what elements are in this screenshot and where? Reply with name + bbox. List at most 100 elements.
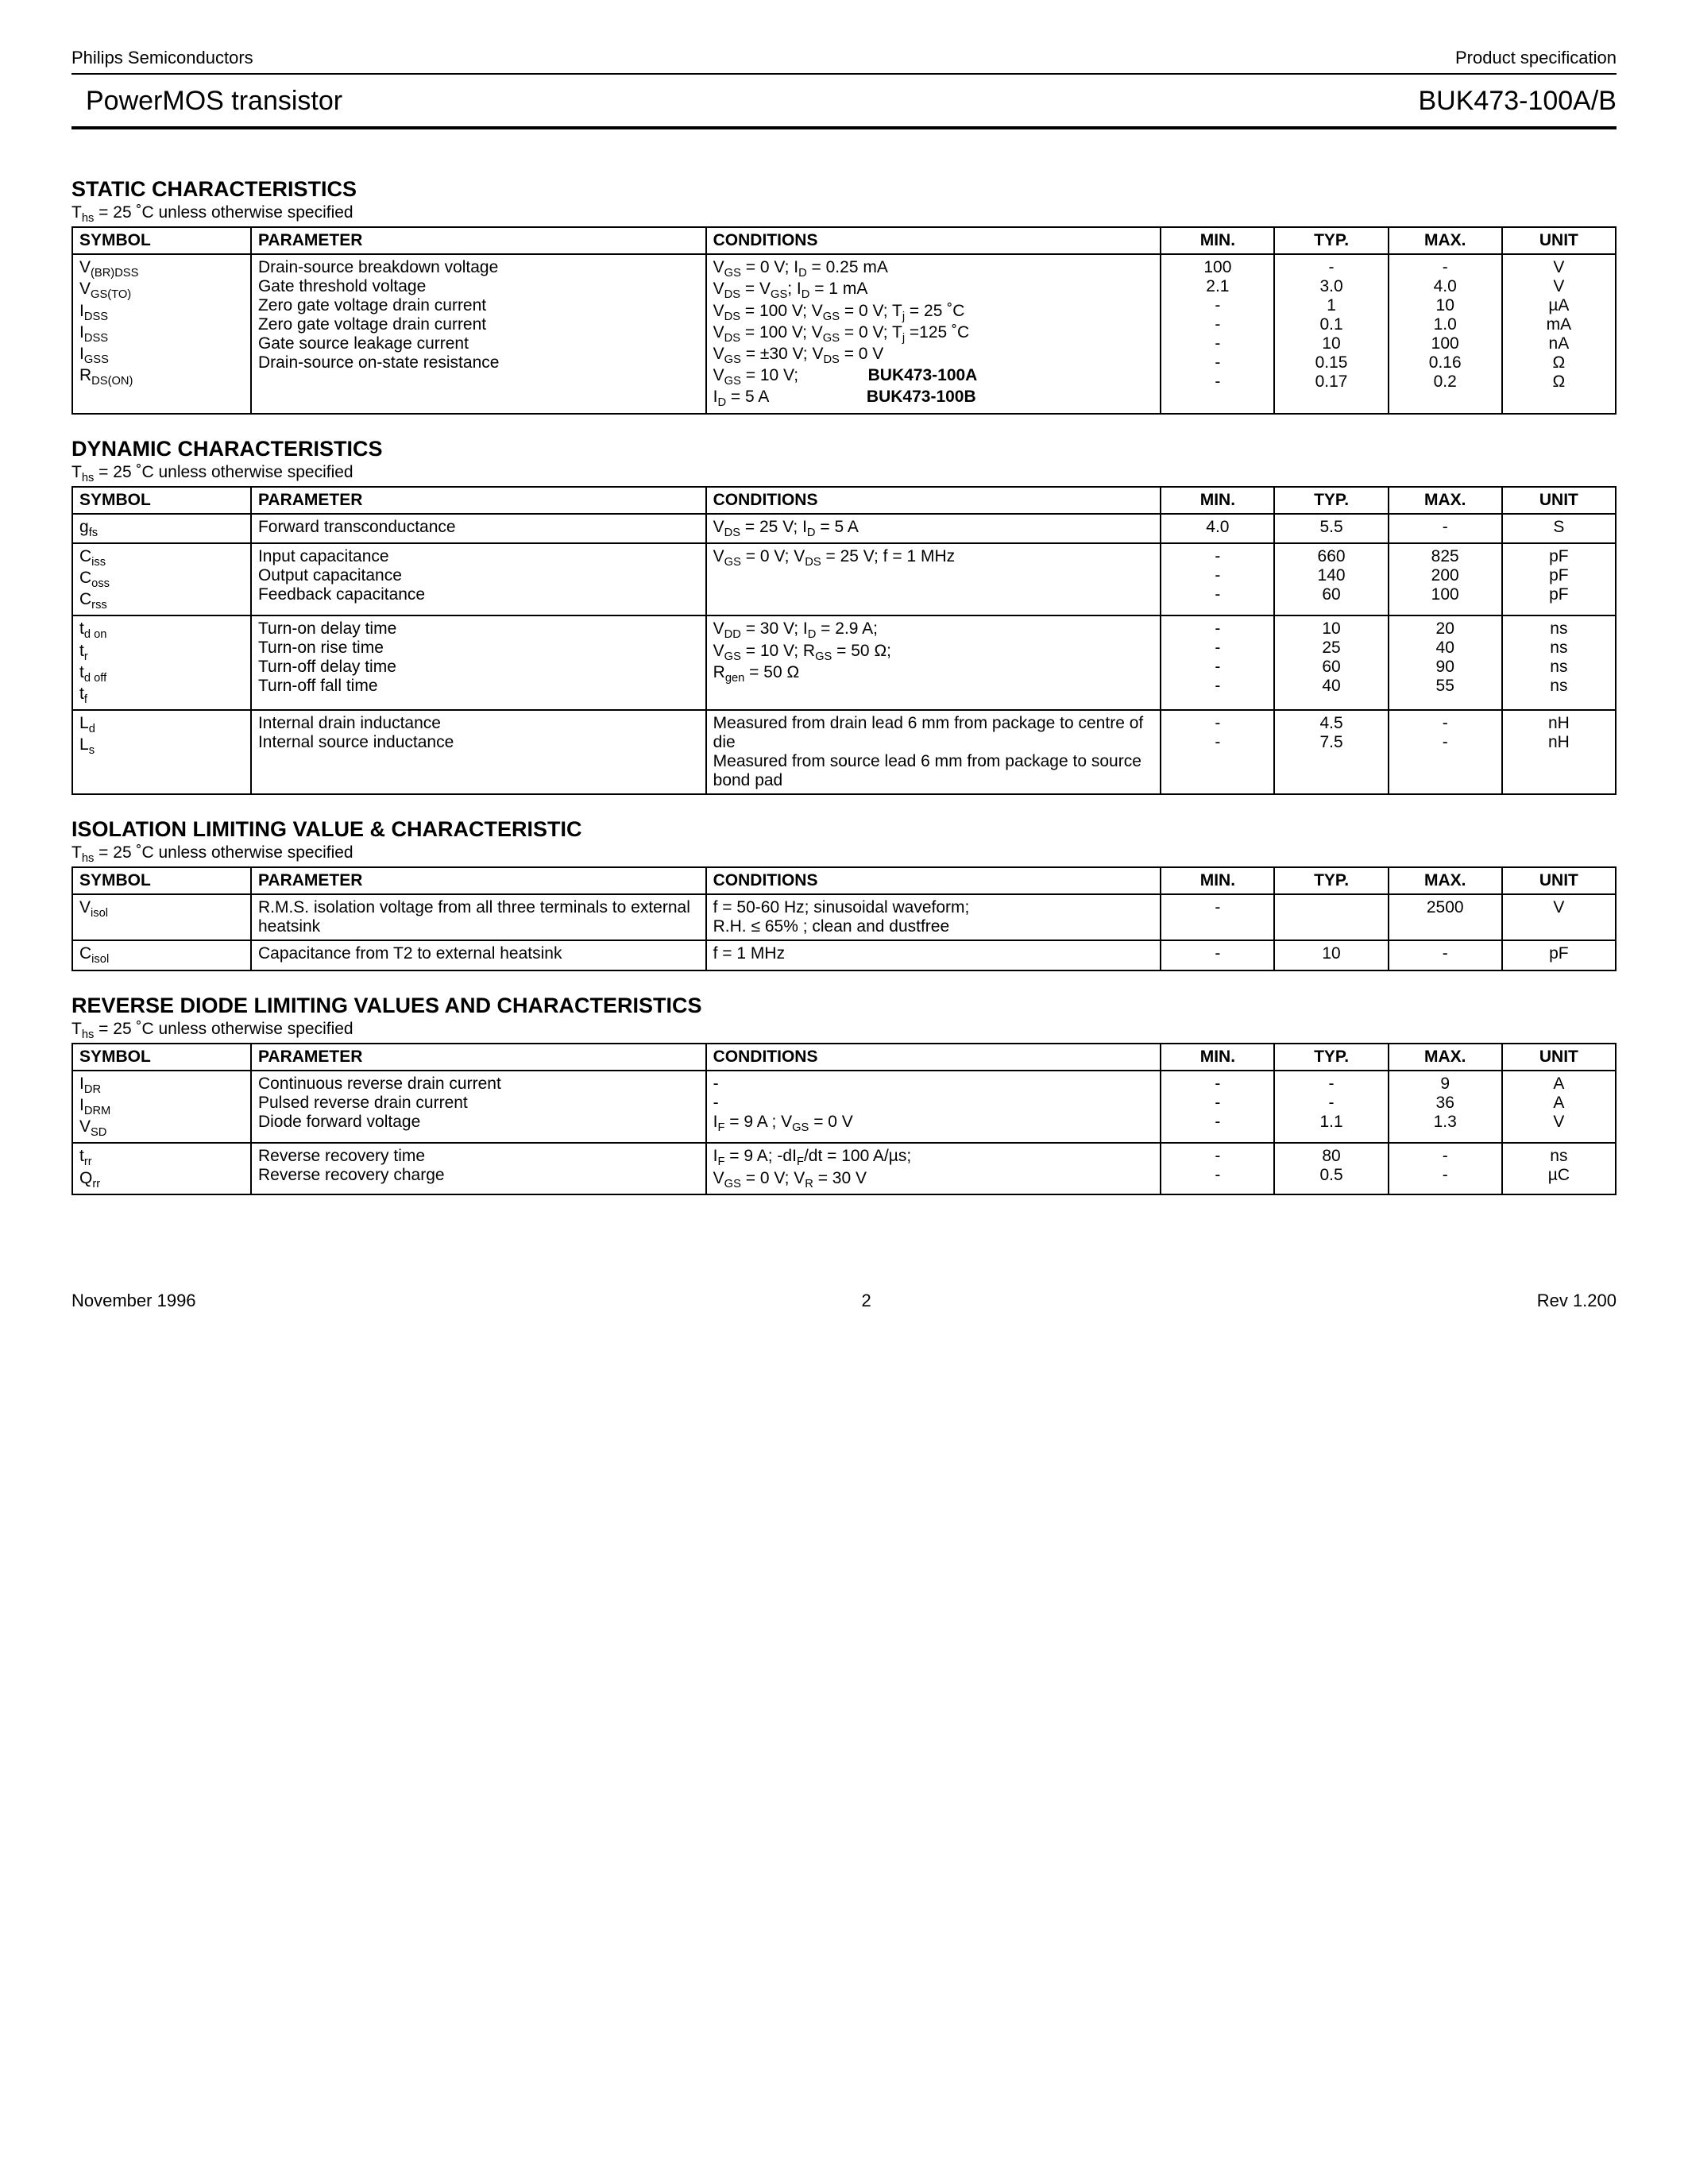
cell-conditions: IF = 9 A; -dIF/dt = 100 A/µs;VGS = 0 V; … [706, 1143, 1161, 1194]
col-symbol: SYMBOL [72, 227, 251, 254]
part-number: BUK473-100A/B [1419, 86, 1617, 117]
cell-max: -4.0101.01000.160.2 [1389, 254, 1502, 413]
col-typ: TYP. [1274, 227, 1388, 254]
cell-min: - [1161, 894, 1274, 940]
cell-parameter: R.M.S. isolation voltage from all three … [251, 894, 706, 940]
cell-max: - [1389, 940, 1502, 970]
cell-symbol: td ontrtd offtf [72, 615, 251, 710]
cell-min: -- [1161, 710, 1274, 794]
table-row: gfsForward transconductanceVDS = 25 V; I… [72, 514, 1616, 543]
doc-type: Product specification [1455, 48, 1617, 68]
footer-rev: Rev 1.200 [1537, 1291, 1617, 1311]
cell-symbol: V(BR)DSSVGS(TO)IDSSIDSSIGSSRDS(ON) [72, 254, 251, 413]
cell-max: -- [1389, 710, 1502, 794]
cell-typ: 800.5 [1274, 1143, 1388, 1194]
col-symbol: SYMBOL [72, 1044, 251, 1071]
cell-conditions: f = 1 MHz [706, 940, 1161, 970]
cell-typ: 5.5 [1274, 514, 1388, 543]
cell-parameter: Capacitance from T2 to external heatsink [251, 940, 706, 970]
cell-conditions: Measured from drain lead 6 mm from packa… [706, 710, 1161, 794]
cell-min: ---- [1161, 615, 1274, 710]
cell-parameter: Forward transconductance [251, 514, 706, 543]
cell-conditions: f = 50-60 Hz; sinusoidal waveform;R.H. ≤… [706, 894, 1161, 940]
cell-conditions: VGS = 0 V; ID = 0.25 mAVDS = VGS; ID = 1… [706, 254, 1161, 413]
cell-max: 9361.3 [1389, 1071, 1502, 1144]
cell-typ [1274, 894, 1388, 940]
col-min: MIN. [1161, 227, 1274, 254]
cell-unit: pFpFpF [1502, 543, 1616, 616]
cell-parameter: Drain-source breakdown voltageGate thres… [251, 254, 706, 413]
col-min: MIN. [1161, 1044, 1274, 1071]
spec-table: SYMBOLPARAMETERCONDITIONSMIN.TYP.MAX.UNI… [71, 866, 1617, 970]
table-row: CisolCapacitance from T2 to external hea… [72, 940, 1616, 970]
col-conditions: CONDITIONS [706, 487, 1161, 514]
cell-parameter: Reverse recovery timeReverse recovery ch… [251, 1143, 706, 1194]
col-max: MAX. [1389, 227, 1502, 254]
cell-min: --- [1161, 543, 1274, 616]
cell-parameter: Turn-on delay timeTurn-on rise timeTurn-… [251, 615, 706, 710]
cell-conditions: VDS = 25 V; ID = 5 A [706, 514, 1161, 543]
footer-page: 2 [862, 1291, 871, 1311]
cell-max: -- [1389, 1143, 1502, 1194]
cell-min: -- [1161, 1143, 1274, 1194]
section-subtitle: Ths = 25 ˚C unless otherwise specified [71, 1020, 1617, 1041]
cell-max: - [1389, 514, 1502, 543]
col-min: MIN. [1161, 487, 1274, 514]
cell-max: 825200100 [1389, 543, 1502, 616]
col-typ: TYP. [1274, 867, 1388, 894]
col-conditions: CONDITIONS [706, 1044, 1161, 1071]
section-title: REVERSE DIODE LIMITING VALUES AND CHARAC… [71, 994, 1617, 1018]
col-unit: UNIT [1502, 227, 1616, 254]
col-min: MIN. [1161, 867, 1274, 894]
col-parameter: PARAMETER [251, 1044, 706, 1071]
cell-symbol: CissCossCrss [72, 543, 251, 616]
cell-typ: 10 [1274, 940, 1388, 970]
cell-unit: VVµAmAnAΩΩ [1502, 254, 1616, 413]
col-unit: UNIT [1502, 867, 1616, 894]
cell-symbol: Visol [72, 894, 251, 940]
cell-max: 20409055 [1389, 615, 1502, 710]
spec-table: SYMBOLPARAMETERCONDITIONSMIN.TYP.MAX.UNI… [71, 486, 1617, 796]
cell-typ: 10256040 [1274, 615, 1388, 710]
cell-typ: --1.1 [1274, 1071, 1388, 1144]
section-subtitle: Ths = 25 ˚C unless otherwise specified [71, 463, 1617, 484]
col-max: MAX. [1389, 867, 1502, 894]
cell-unit: AAV [1502, 1071, 1616, 1144]
col-parameter: PARAMETER [251, 227, 706, 254]
cell-symbol: LdLs [72, 710, 251, 794]
section-title: STATIC CHARACTERISTICS [71, 177, 1617, 202]
table-row: V(BR)DSSVGS(TO)IDSSIDSSIGSSRDS(ON)Drain-… [72, 254, 1616, 413]
footer-date: November 1996 [71, 1291, 196, 1311]
sections-container: STATIC CHARACTERISTICSThs = 25 ˚C unless… [71, 177, 1617, 1195]
table-row: trrQrrReverse recovery timeReverse recov… [72, 1143, 1616, 1194]
cell-unit: V [1502, 894, 1616, 940]
cell-symbol: Cisol [72, 940, 251, 970]
cell-parameter: Internal drain inductanceInternal source… [251, 710, 706, 794]
section-title: ISOLATION LIMITING VALUE & CHARACTERISTI… [71, 817, 1617, 842]
section-subtitle: Ths = 25 ˚C unless otherwise specified [71, 203, 1617, 225]
cell-typ: -3.010.1100.150.17 [1274, 254, 1388, 413]
col-parameter: PARAMETER [251, 487, 706, 514]
cell-max: 2500 [1389, 894, 1502, 940]
col-conditions: CONDITIONS [706, 867, 1161, 894]
product-name: PowerMOS transistor [86, 86, 342, 117]
cell-unit: nHnH [1502, 710, 1616, 794]
section-subtitle: Ths = 25 ˚C unless otherwise specified [71, 843, 1617, 865]
cell-min: - [1161, 940, 1274, 970]
cell-min: 1002.1----- [1161, 254, 1274, 413]
spec-table: SYMBOLPARAMETERCONDITIONSMIN.TYP.MAX.UNI… [71, 226, 1617, 414]
col-symbol: SYMBOL [72, 867, 251, 894]
table-row: VisolR.M.S. isolation voltage from all t… [72, 894, 1616, 940]
cell-conditions: VDD = 30 V; ID = 2.9 A;VGS = 10 V; RGS =… [706, 615, 1161, 710]
col-symbol: SYMBOL [72, 487, 251, 514]
col-typ: TYP. [1274, 487, 1388, 514]
cell-conditions: VGS = 0 V; VDS = 25 V; f = 1 MHz [706, 543, 1161, 616]
col-max: MAX. [1389, 1044, 1502, 1071]
cell-parameter: Input capacitanceOutput capacitanceFeedb… [251, 543, 706, 616]
cell-conditions: --IF = 9 A ; VGS = 0 V [706, 1071, 1161, 1144]
table-row: CissCossCrssInput capacitanceOutput capa… [72, 543, 1616, 616]
cell-parameter: Continuous reverse drain currentPulsed r… [251, 1071, 706, 1144]
company-name: Philips Semiconductors [71, 48, 253, 68]
section-title: DYNAMIC CHARACTERISTICS [71, 437, 1617, 461]
cell-symbol: IDRIDRMVSD [72, 1071, 251, 1144]
